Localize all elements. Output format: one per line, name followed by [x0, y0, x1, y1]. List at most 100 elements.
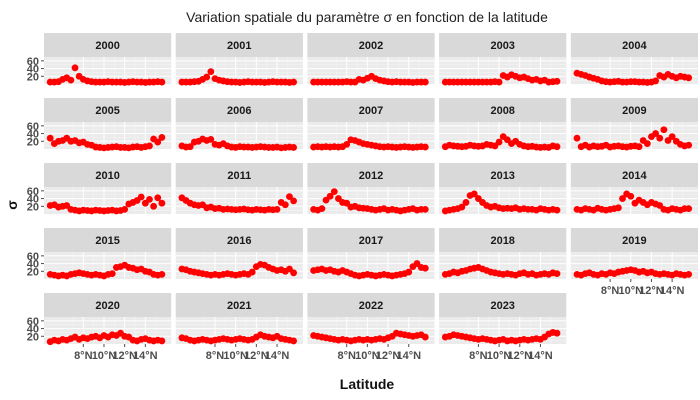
facet-panel-2013: 2013	[439, 163, 567, 215]
y-tick-label: 40	[27, 194, 39, 206]
data-point	[273, 205, 281, 213]
facet-strip-label: 2017	[359, 235, 383, 247]
facet-strip-label: 2022	[359, 300, 383, 312]
facet-strip-label: 2003	[490, 40, 514, 52]
facet-panel-2016: 2016	[175, 228, 303, 279]
x-tick-label: 10°N	[618, 285, 643, 297]
facet-strip	[439, 163, 567, 187]
facet-strip-label: 2013	[490, 170, 514, 182]
x-tick-label: 8°N	[469, 350, 488, 362]
facet-strip	[570, 33, 698, 57]
facet-strip-label: 2007	[359, 105, 383, 117]
data-point	[660, 126, 668, 134]
facet-strip	[307, 33, 435, 57]
data-point	[343, 140, 351, 148]
data-point	[290, 144, 297, 151]
data-point	[207, 135, 215, 143]
data-point	[421, 333, 429, 341]
x-tick-label: 10°N	[355, 350, 380, 362]
data-point	[286, 193, 293, 201]
y-tick-label: 20	[27, 201, 39, 213]
y-tick-label: 20	[27, 331, 39, 343]
data-point	[652, 130, 659, 137]
y-tick-label: 40	[27, 129, 39, 141]
data-point	[470, 190, 478, 198]
data-point	[158, 270, 166, 278]
data-point	[158, 134, 166, 141]
facet-panel-2022: 2022	[307, 293, 435, 345]
facet-panel-2017: 2017	[307, 228, 435, 280]
y-axis-title: σ	[4, 200, 20, 210]
x-tick-label: 8°N	[74, 350, 93, 362]
facet-panel-2018: 2018	[439, 228, 567, 279]
data-point	[685, 141, 693, 149]
data-point	[158, 199, 166, 207]
x-axis-layer: 8°N 10°N12°N14°N 8°N 10°N12°N14°N 8°N 10°N12°…	[74, 279, 684, 362]
data-point	[614, 204, 622, 212]
data-point	[685, 205, 693, 213]
data-point	[67, 76, 75, 84]
facet-panel-2009: 2009	[570, 98, 698, 151]
data-point	[108, 270, 116, 277]
facet-strip	[44, 228, 172, 252]
data-point	[421, 78, 429, 86]
facet-strip	[44, 33, 172, 57]
y-tick-label: 20	[27, 136, 39, 148]
data-point	[121, 205, 129, 213]
data-point	[656, 134, 664, 142]
data-point	[495, 138, 503, 146]
x-tick-label: 14°N	[660, 285, 685, 297]
x-tick-label: 14°N	[528, 350, 553, 362]
facet-strip	[439, 293, 567, 317]
facet-strip	[44, 163, 172, 187]
data-point	[146, 195, 153, 203]
data-point	[685, 270, 693, 278]
x-axis-title: Latitude	[340, 376, 395, 392]
facet-panel-2006: 2006	[175, 98, 303, 152]
data-point	[290, 269, 297, 277]
data-point	[553, 329, 561, 337]
facet-strip	[307, 163, 435, 187]
facet-strip-label: 2019	[622, 235, 646, 247]
facet-panel-2005: 2005	[44, 98, 172, 152]
data-point	[326, 192, 334, 200]
facet-panel-2000: 2000	[44, 33, 172, 86]
data-point	[281, 201, 289, 209]
x-tick-label: 12°N	[376, 350, 401, 362]
x-tick-label: 12°N	[507, 350, 532, 362]
data-point	[652, 77, 659, 85]
facet-strip-label: 2008	[490, 105, 514, 117]
facet-panel-2014: 2014	[570, 163, 698, 214]
x-tick-label: 8°N	[601, 285, 620, 297]
facet-strip	[439, 33, 567, 57]
facet-strip-label: 2020	[95, 300, 119, 312]
x-tick-label: 12°N	[639, 285, 664, 297]
facet-strip	[307, 98, 435, 122]
facet-strip-label: 2011	[227, 170, 251, 182]
facet-panel-2004: 2004	[570, 33, 698, 86]
y-tick-label: 60	[27, 121, 39, 133]
facet-strip-label: 2010	[95, 170, 119, 182]
x-tick-label: 10°N	[487, 350, 512, 362]
facet-strip-label: 2002	[359, 40, 383, 52]
facet-panel-2012: 2012	[307, 163, 435, 215]
facet-strip-label: 2016	[227, 235, 251, 247]
x-tick-label: 14°N	[133, 350, 158, 362]
x-tick-label: 8°N	[206, 350, 225, 362]
data-point	[573, 134, 581, 142]
x-tick-label: 12°N	[244, 350, 269, 362]
facet-panel-2007: 2007	[307, 98, 435, 151]
data-point	[150, 202, 158, 210]
data-point	[71, 64, 79, 72]
y-tick-label: 60	[27, 186, 39, 198]
facet-panel-2020: 2020	[44, 293, 172, 346]
facet-strip	[439, 228, 567, 252]
facet-strip-label: 2004	[622, 40, 647, 52]
data-point	[421, 143, 429, 151]
data-point	[137, 193, 145, 201]
x-tick-label: 10°N	[223, 350, 248, 362]
x-tick-label: 14°N	[265, 350, 290, 362]
data-point	[627, 192, 635, 200]
facet-strip	[307, 228, 435, 252]
